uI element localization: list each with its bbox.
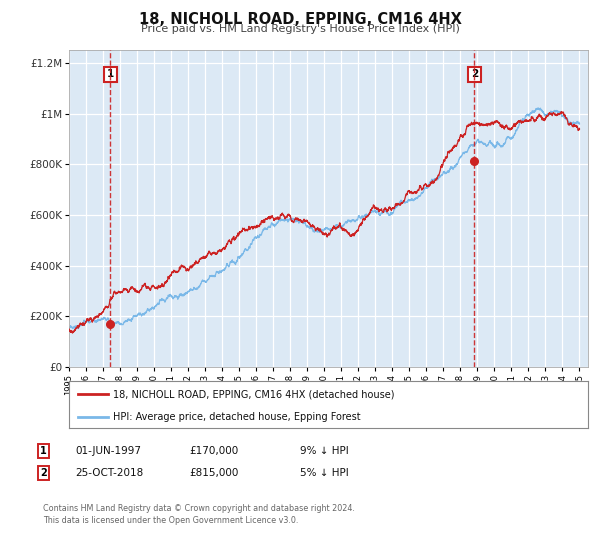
Text: 9% ↓ HPI: 9% ↓ HPI <box>300 446 349 456</box>
Text: £815,000: £815,000 <box>189 468 238 478</box>
Text: £170,000: £170,000 <box>189 446 238 456</box>
Text: 2: 2 <box>471 69 478 80</box>
Text: 5% ↓ HPI: 5% ↓ HPI <box>300 468 349 478</box>
Text: 1: 1 <box>40 446 47 456</box>
Text: 1: 1 <box>107 69 114 80</box>
Text: Contains HM Land Registry data © Crown copyright and database right 2024.
This d: Contains HM Land Registry data © Crown c… <box>43 504 355 525</box>
Text: HPI: Average price, detached house, Epping Forest: HPI: Average price, detached house, Eppi… <box>113 412 361 422</box>
Text: 25-OCT-2018: 25-OCT-2018 <box>75 468 143 478</box>
Text: 18, NICHOLL ROAD, EPPING, CM16 4HX: 18, NICHOLL ROAD, EPPING, CM16 4HX <box>139 12 461 27</box>
Text: Price paid vs. HM Land Registry's House Price Index (HPI): Price paid vs. HM Land Registry's House … <box>140 24 460 34</box>
Text: 01-JUN-1997: 01-JUN-1997 <box>75 446 141 456</box>
Text: 18, NICHOLL ROAD, EPPING, CM16 4HX (detached house): 18, NICHOLL ROAD, EPPING, CM16 4HX (deta… <box>113 389 395 399</box>
Text: 2: 2 <box>40 468 47 478</box>
